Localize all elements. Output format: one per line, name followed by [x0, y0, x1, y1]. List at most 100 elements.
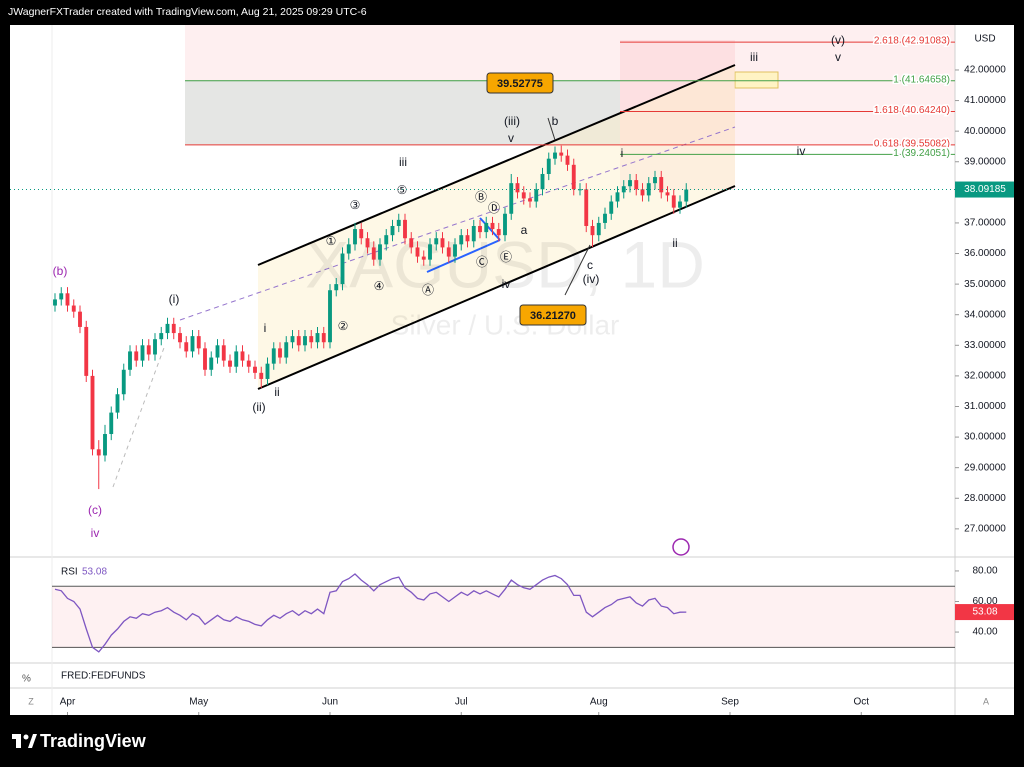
x-tick-label: Sep: [721, 697, 739, 708]
pointer: [564, 244, 591, 296]
candle-body: [284, 342, 289, 358]
candle-body: [390, 225, 395, 236]
candle-body: [403, 219, 407, 239]
wave-label: (i): [169, 292, 180, 306]
candle-body: [384, 235, 389, 245]
wave-label: (c): [88, 503, 102, 517]
event-icon[interactable]: [672, 538, 690, 556]
candle-body: [146, 345, 151, 355]
target-zone: [185, 80, 620, 145]
price-callout-label: 39.52775: [497, 78, 543, 90]
chart-panel: [10, 25, 1014, 715]
candle-body: [278, 348, 282, 358]
candle-body: [346, 244, 351, 254]
wave-label: ⑤: [397, 183, 408, 197]
wave-label: Ⓑ: [475, 190, 487, 204]
candle-body: [140, 345, 145, 361]
candle-body: [634, 180, 639, 190]
y-tick-label: 40.00: [972, 627, 997, 638]
wave-label: Ⓔ: [500, 250, 512, 264]
y-tick-label: 32.00000: [964, 371, 1006, 382]
candle-body: [328, 290, 332, 343]
median-line: [179, 126, 736, 321]
y-tick-label: 30.00000: [964, 432, 1006, 443]
candle-body: [178, 333, 182, 343]
y-tick-label: 29.00000: [964, 462, 1006, 473]
y-tick-label: 80.00: [972, 566, 997, 577]
x-tick-label: Oct: [853, 697, 869, 708]
candle-body: [246, 360, 251, 367]
candle-body: [153, 339, 157, 355]
candle-body: [678, 201, 682, 208]
fib-label: 0.618 (39.55082): [874, 139, 950, 150]
candle-body: [121, 369, 126, 395]
wave-label: iii: [750, 50, 758, 64]
wave-label: (v): [831, 33, 845, 47]
price-callout-label: 36.21270: [530, 310, 576, 322]
candle-body: [528, 198, 532, 202]
target-zone: [620, 40, 735, 190]
wave-label: Ⓒ: [476, 255, 488, 269]
y-tick-label: 60.00: [972, 596, 997, 607]
logo: [12, 734, 37, 748]
candle-body: [603, 213, 607, 223]
candle-body: [640, 189, 645, 196]
last-price-label: 38.09185: [964, 184, 1006, 195]
candle-body: [590, 225, 595, 236]
candle-body: [59, 293, 64, 300]
candle-body: [203, 348, 207, 370]
wave-label: ③: [350, 198, 361, 212]
wave-label: ①: [326, 234, 337, 248]
candle-body: [546, 158, 551, 174]
candle-body: [340, 253, 345, 285]
wave-label: Ⓐ: [422, 283, 434, 297]
candle-body: [371, 247, 376, 260]
candle-body: [359, 229, 364, 239]
candle-body: [128, 351, 132, 370]
candle-body: [565, 155, 570, 165]
wave-label: ④: [374, 279, 385, 293]
candle-body: [440, 238, 445, 248]
candle-body: [446, 247, 451, 257]
channel-line: [257, 185, 736, 390]
candle-body: [584, 189, 589, 226]
y-tick-label: 34.00000: [964, 309, 1006, 320]
candle-body: [253, 366, 257, 373]
fred-title: FRED:FEDFUNDS: [61, 671, 146, 682]
candle-body: [315, 333, 320, 343]
candle-body: [471, 225, 476, 242]
y-tick-label: 41.00000: [964, 95, 1006, 106]
candle-body: [96, 449, 101, 456]
wave-label: iii: [399, 155, 407, 169]
candle-body: [171, 323, 176, 334]
plot-area: [54, 573, 687, 653]
candle-body: [265, 363, 270, 379]
candle-body: [309, 336, 314, 343]
wave-label: (ii): [252, 400, 265, 414]
rsi-title: RSI: [61, 567, 78, 578]
scale-button[interactable]: A: [983, 696, 989, 706]
y-tick-label: 36.00000: [964, 248, 1006, 259]
rsi-line: [54, 573, 687, 653]
candle-body: [421, 256, 426, 260]
wave-label: v: [508, 131, 514, 145]
wave-label: iv: [502, 277, 511, 291]
candle-body: [653, 177, 657, 184]
candle-body: [434, 238, 439, 245]
channel-line: [257, 64, 736, 266]
x-tick-label: Jun: [322, 697, 338, 708]
scale-button[interactable]: Z: [28, 696, 34, 706]
candle-body: [209, 357, 214, 370]
candle-body: [684, 189, 689, 202]
candle-body: [628, 180, 632, 187]
candle-body: [453, 244, 457, 257]
candle-body: [159, 333, 164, 340]
candle-body: [378, 244, 382, 260]
y-tick-label: 37.00000: [964, 218, 1006, 229]
rsi-tag-label: 53.08: [972, 607, 997, 618]
fib-label: 2.618 (42.91083): [874, 36, 950, 47]
fib-label: 1.618 (40.64240): [874, 105, 950, 116]
candle-body: [334, 284, 339, 291]
